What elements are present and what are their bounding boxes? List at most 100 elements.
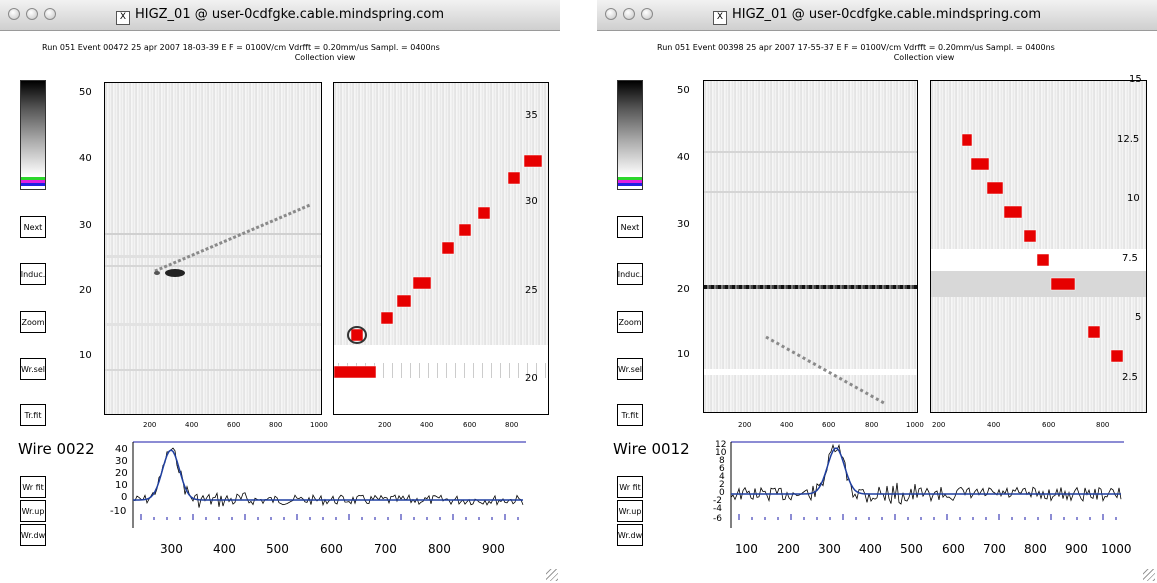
y-tick: 10 <box>79 350 92 361</box>
wave-y-tick: 8 <box>719 456 725 466</box>
next-button[interactable]: Next <box>617 216 643 238</box>
hit-map[interactable] <box>333 82 549 415</box>
x-tick: 600 <box>1042 421 1056 429</box>
induction-button[interactable]: Induc. <box>617 263 643 285</box>
raw-wire-map[interactable] <box>104 82 322 415</box>
wire-waveform-plot <box>132 441 526 528</box>
x-tick: 400 <box>420 421 434 429</box>
wave-x-tick: 600 <box>942 542 965 556</box>
minimize-window-button[interactable] <box>623 8 635 20</box>
right-axis-tick: 10 <box>1127 193 1140 204</box>
color-scale-bar <box>617 80 643 190</box>
wave-x-tick: 700 <box>983 542 1006 556</box>
wave-y-tick: 12 <box>715 440 727 450</box>
x11-icon: X <box>115 11 130 25</box>
event-info-line: Run 051 Event 00398 25 apr 2007 17-55-37… <box>657 43 1055 52</box>
y-tick: 30 <box>677 219 690 230</box>
resize-handle-icon[interactable] <box>546 569 558 581</box>
wire-select-button[interactable]: Wr.sel <box>617 358 643 380</box>
x-tick: 800 <box>865 421 879 429</box>
x-tick: 200 <box>738 421 752 429</box>
wave-y-tick: -6 <box>713 514 722 524</box>
y-tick: 50 <box>677 85 690 96</box>
x-tick: 800 <box>505 421 519 429</box>
resize-handle-icon[interactable] <box>1143 569 1155 581</box>
wave-y-tick: 30 <box>115 456 128 467</box>
y-tick: 50 <box>79 87 92 98</box>
wave-y-tick: 0 <box>121 492 128 503</box>
right-axis-tick: 35 <box>525 110 538 121</box>
right-axis-tick: 25 <box>525 285 538 296</box>
hit-markers <box>961 133 1124 363</box>
wave-x-tick: 500 <box>266 542 289 556</box>
close-window-button[interactable] <box>8 8 20 20</box>
minimize-window-button[interactable] <box>26 8 38 20</box>
wave-x-tick: 1000 <box>1101 542 1132 556</box>
wave-y-tick: 40 <box>115 444 128 455</box>
window-titlebar[interactable]: X HIGZ_01 @ user-0cdfgke.cable.mindspring… <box>0 0 560 31</box>
wave-x-tick: 500 <box>900 542 923 556</box>
wave-y-tick: -10 <box>110 506 127 517</box>
track-fit-button[interactable]: Tr.fit <box>617 404 643 426</box>
next-button[interactable]: Next <box>20 216 46 238</box>
right-axis-tick: 5 <box>1135 312 1142 323</box>
higz-window-1: X HIGZ_01 @ user-0cdfgke.cable.mindspring… <box>0 0 560 583</box>
x-tick: 400 <box>780 421 794 429</box>
y-tick: 20 <box>79 285 92 296</box>
wire-up-button[interactable]: Wr.up <box>20 500 46 522</box>
wire-fit-button[interactable]: Wr fit <box>20 476 46 498</box>
x11-icon: X <box>712 11 727 25</box>
zoom-button[interactable]: Zoom <box>617 311 643 333</box>
zoom-button[interactable]: Zoom <box>20 311 46 333</box>
y-tick: 40 <box>677 152 690 163</box>
wave-x-tick: 400 <box>213 542 236 556</box>
wave-y-tick: 4 <box>719 472 725 482</box>
wire-label: Wire 0012 <box>613 440 690 458</box>
y-tick: 40 <box>79 153 92 164</box>
wave-x-tick: 200 <box>777 542 800 556</box>
window-title: HIGZ_01 @ user-0cdfgke.cable.mindspring.… <box>134 7 445 22</box>
wave-x-tick: 300 <box>160 542 183 556</box>
higz-window-2: X HIGZ_01 @ user-0cdfgke.cable.mindspring… <box>597 0 1157 583</box>
color-scale-bar <box>20 80 46 190</box>
x-tick: 200 <box>378 421 392 429</box>
window-titlebar[interactable]: X HIGZ_01 @ user-0cdfgke.cable.mindspring… <box>597 0 1157 31</box>
wave-y-tick: -2 <box>713 496 722 506</box>
close-window-button[interactable] <box>605 8 617 20</box>
wire-down-button[interactable]: Wr.dw <box>617 524 643 546</box>
wave-y-tick: 6 <box>719 464 725 474</box>
track-trace <box>154 203 311 277</box>
x-tick: 200 <box>143 421 157 429</box>
view-name: Collection view <box>893 53 955 62</box>
induction-button[interactable]: Induc. <box>20 263 46 285</box>
right-axis-tick: 20 <box>525 373 538 384</box>
wave-y-tick: -4 <box>713 504 722 514</box>
zoom-window-button[interactable] <box>641 8 653 20</box>
right-axis-tick: 30 <box>525 196 538 207</box>
hit-map[interactable] <box>930 80 1147 413</box>
zoom-window-button[interactable] <box>44 8 56 20</box>
wire-down-button[interactable]: Wr.dw <box>20 524 46 546</box>
y-tick: 10 <box>677 349 690 360</box>
event-info-line: Run 051 Event 00472 25 apr 2007 18-03-39… <box>42 43 440 52</box>
wire-select-button[interactable]: Wr.sel <box>20 358 46 380</box>
wave-x-tick: 800 <box>1024 542 1047 556</box>
wire-fit-button[interactable]: Wr fit <box>617 476 643 498</box>
right-axis-tick: 15 <box>1129 74 1142 85</box>
raw-wire-map[interactable] <box>703 80 918 413</box>
wave-x-tick: 900 <box>482 542 505 556</box>
track-fit-button[interactable]: Tr.fit <box>20 404 46 426</box>
wave-y-tick: 10 <box>715 448 727 458</box>
y-tick: 20 <box>677 284 690 295</box>
x-tick: 600 <box>227 421 241 429</box>
wave-x-tick: 700 <box>374 542 397 556</box>
wave-x-tick: 900 <box>1065 542 1088 556</box>
wire-label: Wire 0022 <box>18 440 95 458</box>
x-tick: 800 <box>1096 421 1110 429</box>
wire-waveform-plot <box>730 441 1124 528</box>
wave-x-tick: 800 <box>428 542 451 556</box>
hit-markers <box>334 154 543 379</box>
wave-x-tick: 300 <box>818 542 841 556</box>
wire-up-button[interactable]: Wr.up <box>617 500 643 522</box>
x-tick: 600 <box>822 421 836 429</box>
